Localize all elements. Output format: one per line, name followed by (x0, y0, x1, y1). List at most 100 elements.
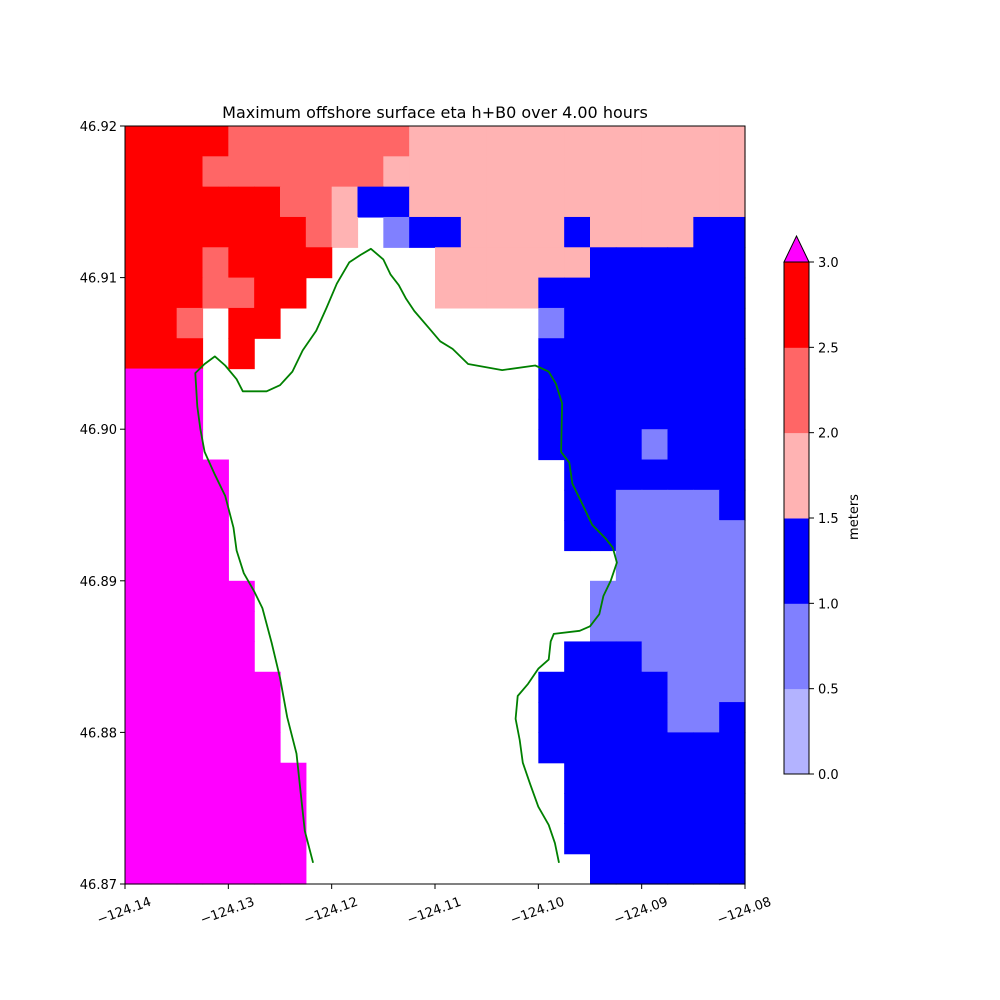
heatmap-cell (564, 732, 591, 764)
heatmap-cell (564, 671, 591, 703)
heatmap-cell (693, 429, 720, 461)
heatmap-cell (538, 368, 565, 400)
heatmap-cell (615, 156, 643, 188)
colorbar-tick-label: 0.0 (818, 768, 839, 783)
heatmap-cell (383, 156, 410, 188)
heatmap-cell (693, 489, 720, 521)
heatmap-cell (254, 702, 281, 733)
heatmap-cell (435, 126, 462, 157)
y-tick-label: 46.89 (80, 575, 117, 590)
heatmap-cell (176, 793, 204, 824)
heatmap-cell (228, 671, 255, 703)
heatmap-cell (305, 186, 333, 218)
heatmap-cell (254, 671, 281, 703)
heatmap-cell (615, 762, 643, 794)
heatmap-cell (641, 853, 669, 885)
heatmap-cell (150, 732, 178, 764)
heatmap-cell (305, 126, 333, 157)
heatmap-cell (383, 216, 410, 248)
heatmap-cell (590, 793, 617, 824)
heatmap-cell (409, 126, 436, 157)
heatmap-cell (615, 247, 643, 279)
heatmap-cell (667, 641, 694, 673)
colorbar-tick-label: 1.5 (818, 512, 839, 527)
colorbar-segment (784, 518, 809, 604)
heatmap-cell (202, 611, 229, 643)
heatmap-cell (202, 641, 229, 673)
heatmap-cell (409, 156, 436, 188)
heatmap-cell (176, 156, 204, 188)
heatmap-cell (202, 823, 229, 855)
heatmap-cell (641, 823, 669, 855)
heatmap-cell (719, 156, 746, 188)
heatmap-cell (202, 216, 229, 248)
heatmap-cell (564, 520, 591, 552)
heatmap-cell (564, 823, 591, 855)
heatmap-cell (719, 762, 746, 794)
heatmap-cell (435, 186, 462, 218)
heatmap-cell (641, 398, 669, 430)
heatmap-cell (150, 702, 178, 733)
heatmap-cell (150, 398, 178, 430)
heatmap-cell (254, 156, 281, 188)
heatmap-cell (667, 732, 694, 764)
heatmap-cell (125, 793, 152, 824)
heatmap-cell (564, 459, 591, 491)
heatmap-cell (615, 823, 643, 855)
heatmap-cell (176, 338, 204, 370)
heatmap-cell (719, 307, 746, 339)
heatmap-cell (176, 550, 204, 582)
heatmap-cell (228, 732, 255, 764)
y-tick-label: 46.91 (80, 272, 117, 287)
heatmap-cell (538, 216, 565, 248)
heatmap-cell (564, 398, 591, 430)
heatmap-cell (615, 338, 643, 370)
heatmap-cell (590, 702, 617, 733)
heatmap-cell (486, 156, 514, 188)
heatmap-cell (125, 398, 152, 430)
y-tick-label: 46.90 (80, 423, 117, 438)
heatmap-cell (176, 520, 204, 552)
heatmap-cell (305, 216, 333, 248)
heatmap-cell (125, 368, 152, 400)
heatmap-cell (150, 641, 178, 673)
heatmap-cell (693, 762, 720, 794)
heatmap-cell (125, 277, 152, 309)
heatmap-cell (615, 459, 643, 491)
heatmap-cell (693, 398, 720, 430)
heatmap-cell (641, 671, 669, 703)
heatmap-cell (512, 216, 539, 248)
heatmap-cell (693, 307, 720, 339)
heatmap-cell (460, 247, 488, 279)
heatmap-cell (357, 156, 384, 188)
colorbar-segments: 0.0 0.5 1.0 1.5 2.0 2.5 3.0 (783, 234, 839, 783)
heatmap-cell (719, 186, 746, 218)
heatmap-cell (176, 247, 204, 279)
plot-area (124, 125, 746, 885)
heatmap-cell (667, 823, 694, 855)
heatmap-cell (667, 338, 694, 370)
heatmap-cell (150, 338, 178, 370)
heatmap-cell (564, 216, 591, 248)
heatmap-cell (150, 762, 178, 794)
heatmap-cell (202, 793, 229, 824)
heatmap-cell (202, 277, 229, 309)
heatmap-cell (150, 823, 178, 855)
heatmap-cell (435, 277, 462, 309)
heatmap-cell (150, 368, 178, 400)
heatmap-cell (615, 186, 643, 218)
heatmap-cell (228, 338, 255, 370)
heatmap-cell (693, 338, 720, 370)
heatmap-cell (176, 459, 204, 491)
heatmap-cell (202, 247, 229, 279)
heatmap-cell (409, 186, 436, 218)
heatmap-cell (176, 429, 204, 461)
heatmap-cell (590, 368, 617, 400)
heatmap-cell (667, 459, 694, 491)
heatmap-cell (667, 671, 694, 703)
shoreline (194, 247, 618, 864)
heatmap-cell (150, 156, 178, 188)
heatmap-cell (641, 702, 669, 733)
heatmap-cell (641, 247, 669, 279)
heatmap-cell (357, 126, 384, 157)
